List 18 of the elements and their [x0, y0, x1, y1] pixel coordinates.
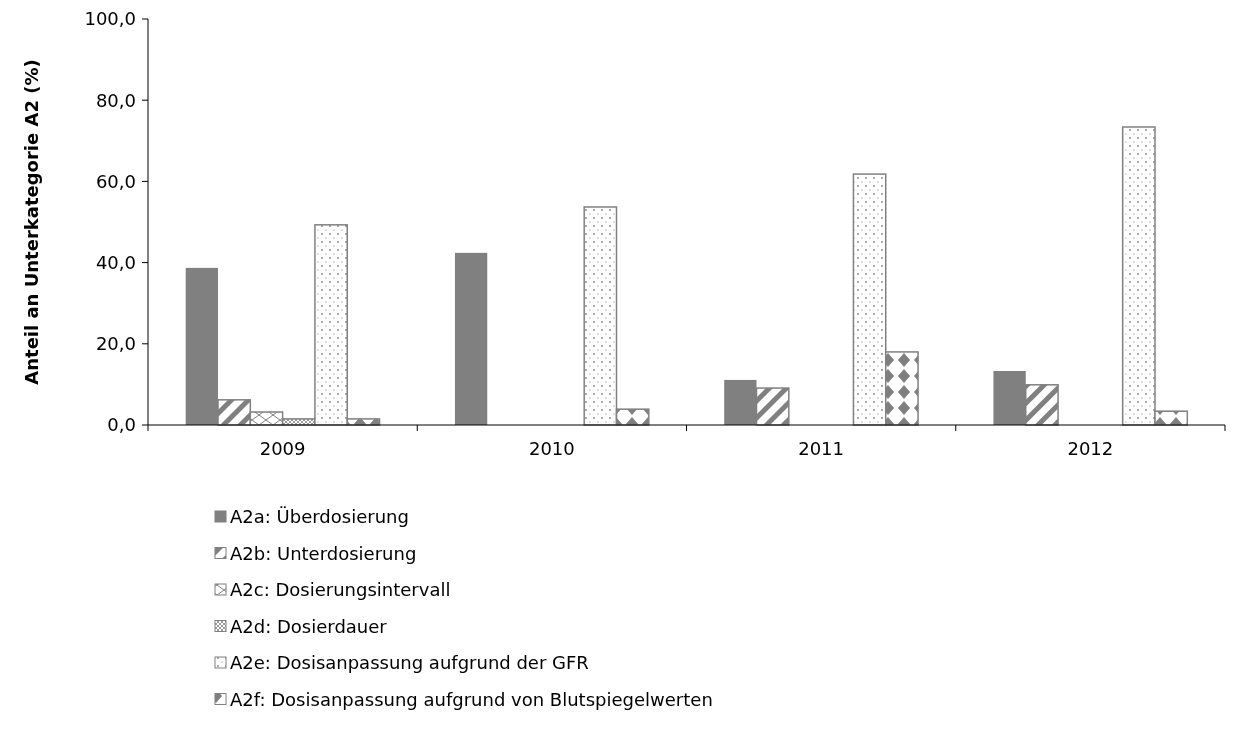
y-tick-label: 0,0 — [107, 414, 136, 436]
legend-label: A2c: Dosierungsintervall — [230, 579, 451, 601]
x-tick-label: 2012 — [1067, 438, 1114, 459]
legend-label: A2d: Dosierdauer — [230, 615, 388, 637]
legend-label: A2f: Dosisanpassung aufgrund von Blutspiegelwerten — [230, 688, 713, 710]
bar — [454, 252, 488, 425]
legend-label: A2a: Überdosierung — [230, 506, 409, 528]
x-tick-label: 2009 — [259, 438, 306, 459]
legend-label: A2e: Dosisanpassung aufgrund der GFR — [230, 652, 589, 674]
legend-label: A2b: Unterdosierung — [230, 542, 417, 564]
y-axis-title: Anteil an Unterkategorie A2 (%) — [21, 59, 42, 385]
y-tick-label: 100,0 — [84, 8, 136, 30]
y-tick-label: 60,0 — [95, 170, 136, 192]
y-tick-label: 20,0 — [95, 333, 136, 355]
x-tick-label: 2011 — [798, 438, 845, 459]
x-tick-label: 2010 — [528, 438, 575, 459]
y-tick-label: 40,0 — [95, 251, 136, 273]
y-tick-label: 80,0 — [95, 89, 136, 111]
